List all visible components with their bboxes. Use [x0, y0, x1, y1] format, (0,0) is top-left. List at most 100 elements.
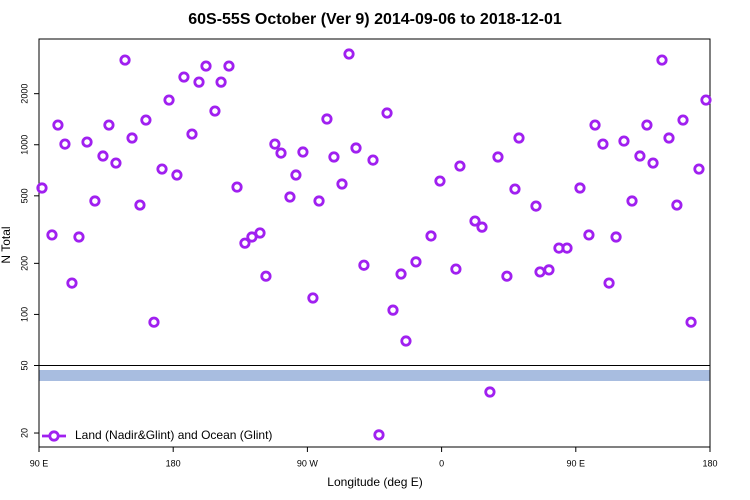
x-axis-label: Longitude (deg E): [327, 475, 422, 489]
point: [425, 230, 437, 242]
point: [618, 135, 630, 147]
point: [561, 242, 573, 254]
point: [215, 76, 227, 88]
point: [367, 154, 379, 166]
point: [239, 237, 251, 249]
point: [450, 263, 462, 275]
point: [171, 169, 183, 181]
point: [260, 270, 272, 282]
point: [634, 150, 646, 162]
point: [343, 48, 355, 60]
point: [647, 157, 659, 169]
plot-frame: [38, 38, 711, 448]
point: [200, 60, 212, 72]
point: [193, 76, 205, 88]
point: [501, 270, 513, 282]
point: [110, 157, 122, 169]
point: [574, 182, 586, 194]
point: [186, 128, 198, 140]
point: [140, 114, 152, 126]
y-tick-label: 500: [19, 188, 29, 203]
point: [410, 256, 422, 268]
y-tick-label: 2000: [19, 84, 29, 104]
point: [119, 54, 131, 66]
point: [89, 195, 101, 207]
x-tick-label: 0: [439, 458, 444, 468]
x-tick-label: 180: [702, 458, 717, 468]
point: [387, 304, 399, 316]
point: [269, 138, 281, 150]
y-tick-label: 20: [19, 428, 29, 438]
point: [534, 266, 546, 278]
point: [693, 163, 705, 175]
point: [81, 136, 93, 148]
point: [73, 231, 85, 243]
point: [400, 335, 412, 347]
point: [126, 132, 138, 144]
point: [223, 60, 235, 72]
point: [209, 105, 221, 117]
point: [685, 316, 697, 328]
point: [163, 94, 175, 106]
point: [373, 429, 385, 441]
point: [492, 151, 504, 163]
point: [275, 147, 287, 159]
point: [454, 160, 466, 172]
point: [476, 221, 488, 233]
point: [313, 195, 325, 207]
point: [307, 292, 319, 304]
point: [610, 231, 622, 243]
x-tick-label: 90 E: [30, 458, 49, 468]
point: [336, 178, 348, 190]
point: [395, 268, 407, 280]
point: [543, 264, 555, 276]
point: [134, 199, 146, 211]
point: [597, 138, 609, 150]
y-tick-label: 100: [19, 307, 29, 322]
point: [589, 119, 601, 131]
point: [284, 191, 296, 203]
point: [231, 181, 243, 193]
legend-marker: [48, 430, 60, 442]
point: [36, 182, 48, 194]
point: [513, 132, 525, 144]
y-axis-label: N Total: [0, 226, 13, 263]
point: [656, 54, 668, 66]
point: [641, 119, 653, 131]
point: [469, 215, 481, 227]
point: [46, 229, 58, 241]
point: [677, 114, 689, 126]
point: [297, 146, 309, 158]
point: [663, 132, 675, 144]
point: [290, 169, 302, 181]
point: [52, 119, 64, 131]
point: [671, 199, 683, 211]
point: [358, 259, 370, 271]
point: [583, 229, 595, 241]
point: [484, 386, 496, 398]
x-tick-label: 90 W: [297, 458, 319, 468]
point: [178, 71, 190, 83]
point: [350, 142, 362, 154]
coverage-band: [39, 370, 710, 381]
point: [434, 175, 446, 187]
point: [381, 107, 393, 119]
y-tick-label: 200: [19, 256, 29, 271]
point: [328, 151, 340, 163]
point: [148, 316, 160, 328]
point: [530, 200, 542, 212]
point: [626, 195, 638, 207]
x-tick-label: 90 E: [567, 458, 586, 468]
point: [254, 227, 266, 239]
point: [59, 138, 71, 150]
point: [66, 277, 78, 289]
point: [321, 113, 333, 125]
point: [103, 119, 115, 131]
point: [97, 150, 109, 162]
point: [603, 277, 615, 289]
x-tick-label: 180: [166, 458, 181, 468]
point: [700, 94, 712, 106]
y-tick-label: 50: [19, 360, 29, 370]
